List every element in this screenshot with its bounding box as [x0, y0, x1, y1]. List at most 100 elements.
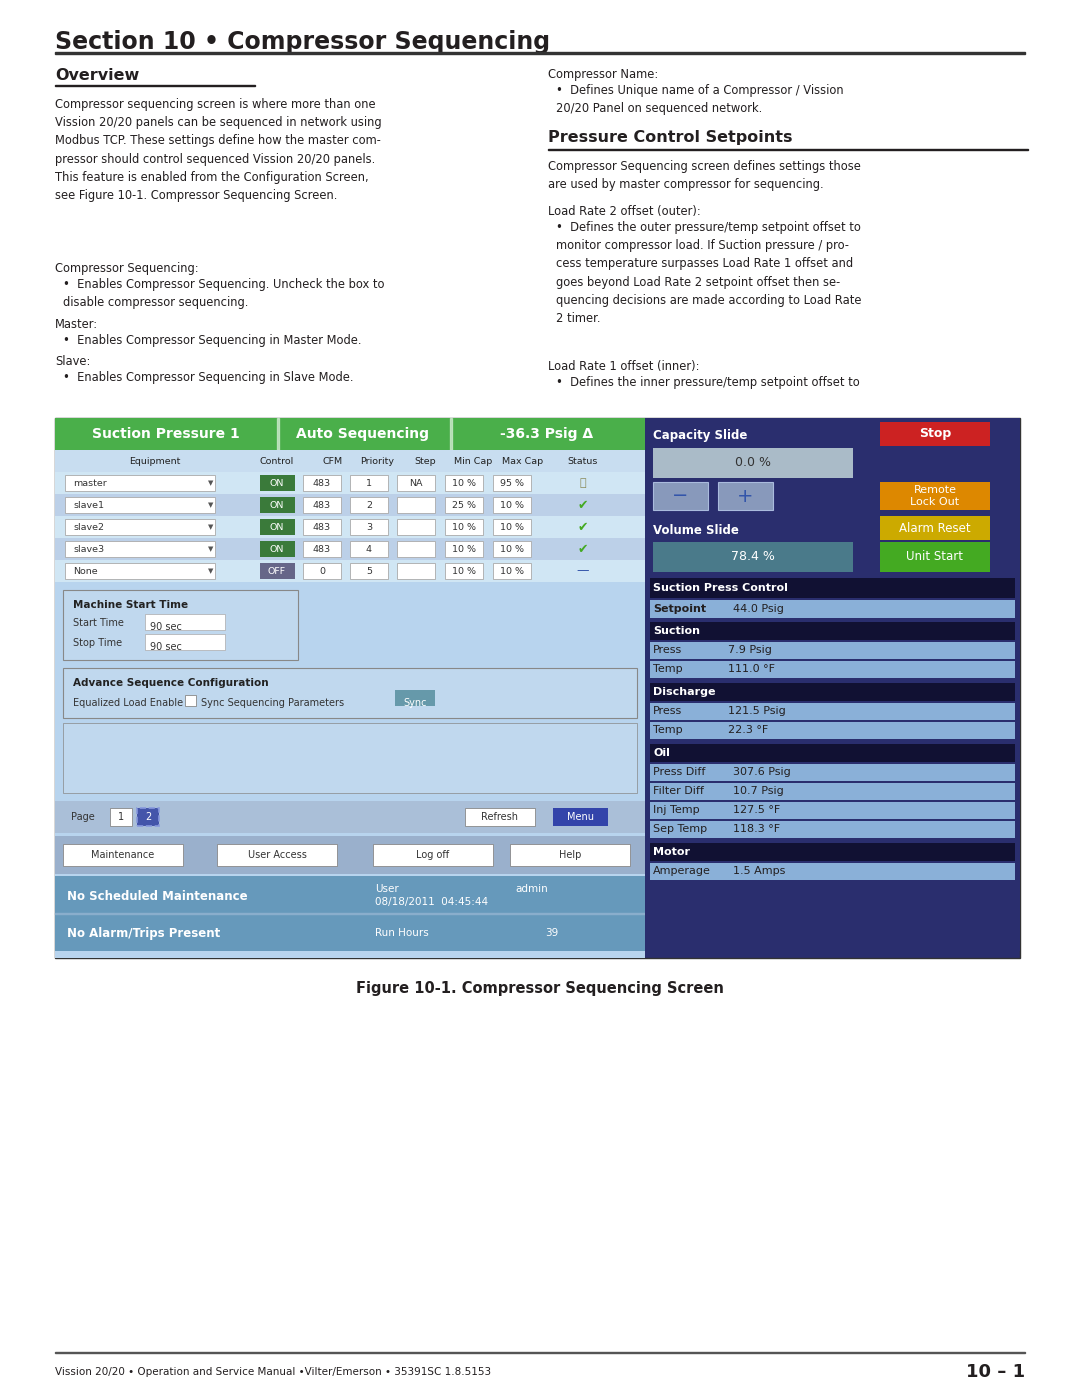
Text: Min Cap: Min Cap [454, 457, 492, 465]
Bar [303, 520, 341, 535]
Text: Compressor Sequencing:: Compressor Sequencing: [55, 263, 199, 275]
Bar [650, 863, 1015, 880]
Text: Machine Start Time: Machine Start Time [73, 599, 188, 610]
Bar [650, 802, 1015, 819]
Text: +: + [737, 486, 753, 506]
Text: Compressor Name:: Compressor Name: [548, 68, 658, 81]
Text: Press: Press [653, 705, 683, 717]
Bar [303, 563, 341, 578]
Bar [445, 475, 483, 490]
Bar [55, 418, 645, 958]
Text: Remote
Lock Out: Remote Lock Out [910, 485, 959, 507]
Text: ✔: ✔ [578, 521, 589, 534]
Text: 111.0 °F: 111.0 °F [728, 664, 775, 673]
Bar [65, 520, 215, 535]
Text: 0.0 %: 0.0 % [735, 457, 771, 469]
Text: 10 %: 10 % [500, 500, 524, 510]
Bar [63, 668, 637, 718]
Text: 22.3 °F: 22.3 °F [728, 725, 768, 735]
Bar [260, 497, 295, 513]
Text: 78.4 %: 78.4 % [731, 550, 775, 563]
Bar [397, 497, 435, 513]
Bar [276, 418, 279, 450]
Bar [650, 764, 1015, 781]
Text: Unit Start: Unit Start [906, 550, 963, 563]
Bar [63, 724, 637, 793]
Text: Oil: Oil [653, 747, 670, 759]
Text: 95 %: 95 % [500, 479, 524, 488]
Text: •  Defines the outer pressure/temp setpoint offset to
monitor compressor load. I: • Defines the outer pressure/temp setpoi… [556, 221, 862, 326]
Text: ON: ON [270, 545, 284, 553]
Text: 10 %: 10 % [500, 567, 524, 576]
Text: Suction Pressure 1: Suction Pressure 1 [92, 427, 240, 441]
Text: 7.9 Psig: 7.9 Psig [728, 645, 772, 655]
Text: Control: Control [260, 457, 294, 465]
Text: 1.5 Amps: 1.5 Amps [733, 866, 785, 876]
Bar [145, 615, 225, 630]
Bar [548, 148, 1028, 149]
Text: 10 %: 10 % [453, 522, 476, 531]
Text: Sync: Sync [403, 698, 427, 708]
Bar [553, 807, 608, 826]
Text: 44.0 Psig: 44.0 Psig [733, 604, 784, 615]
Bar [145, 634, 225, 650]
Text: slave1: slave1 [73, 500, 104, 510]
Text: 90 sec: 90 sec [150, 622, 181, 631]
Text: Volume Slide: Volume Slide [653, 524, 739, 536]
Bar [492, 541, 531, 557]
Text: Page: Page [71, 812, 95, 821]
Text: ▼: ▼ [208, 569, 214, 574]
Bar [395, 690, 435, 705]
Bar [650, 661, 1015, 678]
Text: Alarm Reset: Alarm Reset [900, 521, 971, 535]
Bar [260, 563, 295, 578]
Text: 10 %: 10 % [453, 479, 476, 488]
Text: Press Diff: Press Diff [653, 767, 705, 777]
Text: Priority: Priority [360, 457, 394, 465]
Text: Stop Time: Stop Time [73, 638, 122, 648]
Bar [445, 563, 483, 578]
Text: 2: 2 [366, 500, 372, 510]
Text: ON: ON [270, 500, 284, 510]
Text: 4: 4 [366, 545, 372, 553]
Text: Pressure Control Setpoints: Pressure Control Setpoints [548, 130, 793, 145]
Text: 10 %: 10 % [500, 522, 524, 531]
Text: 10.7 Psig: 10.7 Psig [733, 787, 784, 796]
Text: 483: 483 [313, 479, 332, 488]
Bar [445, 520, 483, 535]
Text: Inj Temp: Inj Temp [653, 805, 700, 814]
Text: Section 10 • Compressor Sequencing: Section 10 • Compressor Sequencing [55, 29, 550, 54]
Bar [63, 590, 298, 659]
Text: Overview: Overview [55, 68, 139, 82]
Text: •  Enables Compressor Sequencing in Slave Mode.: • Enables Compressor Sequencing in Slave… [63, 372, 353, 384]
Text: Log off: Log off [417, 849, 449, 861]
Text: •  Defines Unique name of a Compressor / Vission
20/20 Panel on sequenced networ: • Defines Unique name of a Compressor / … [556, 84, 843, 115]
Bar [303, 541, 341, 557]
Text: −: − [672, 486, 688, 506]
Text: Help: Help [558, 849, 581, 861]
Bar [55, 450, 645, 472]
Text: Capacity Slide: Capacity Slide [653, 429, 747, 443]
Text: Suction: Suction [653, 626, 700, 636]
Bar [653, 542, 853, 571]
Bar [650, 842, 1015, 861]
Bar [465, 807, 535, 826]
Bar [55, 418, 1020, 958]
Bar [55, 800, 645, 833]
Text: User Access: User Access [247, 849, 307, 861]
Bar [650, 599, 1015, 617]
Text: None: None [73, 567, 97, 576]
Bar [55, 418, 645, 450]
Bar [303, 497, 341, 513]
Text: CFM: CFM [323, 457, 343, 465]
Text: 10 %: 10 % [453, 567, 476, 576]
Bar [650, 622, 1015, 640]
Text: Motor: Motor [653, 847, 690, 856]
Text: -36.3 Psig Δ: -36.3 Psig Δ [500, 427, 594, 441]
Text: ▼: ▼ [208, 481, 214, 486]
Text: 127.5 °F: 127.5 °F [733, 805, 780, 814]
Text: Figure 10-1. Compressor Sequencing Screen: Figure 10-1. Compressor Sequencing Scree… [356, 982, 724, 996]
Text: 3: 3 [366, 522, 373, 531]
Text: Setpoint: Setpoint [653, 604, 706, 615]
Bar [185, 694, 195, 705]
